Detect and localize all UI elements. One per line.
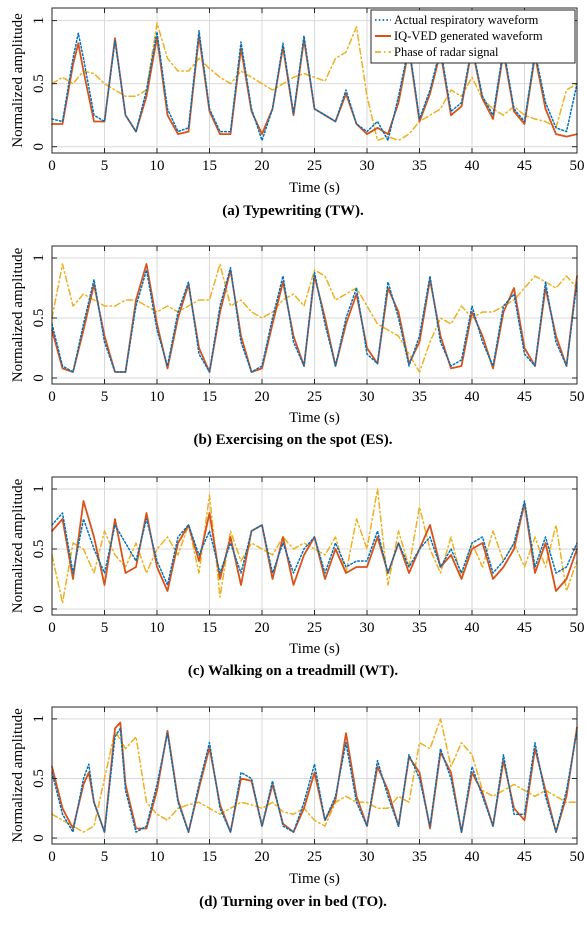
- x-tick-label: 25: [307, 620, 322, 636]
- x-tick-label: 45: [517, 849, 532, 865]
- x-tick-label: 5: [101, 389, 109, 405]
- series-line-dotted: [51, 727, 578, 833]
- series-line-solid: [51, 721, 578, 833]
- x-tick-label: 35: [412, 849, 427, 865]
- x-axis-label: Time (s): [289, 410, 340, 426]
- x-tick-label: 30: [360, 849, 375, 865]
- panel-caption: (d) Turning over in bed (TO).: [199, 894, 387, 910]
- x-tick-label: 25: [307, 389, 322, 405]
- y-tick-label: 0: [31, 605, 47, 613]
- x-tick-label: 15: [202, 849, 217, 865]
- x-tick-label: 0: [48, 158, 56, 174]
- x-tick-label: 35: [412, 620, 427, 636]
- x-tick-label: 0: [48, 389, 56, 405]
- x-tick-label: 45: [517, 620, 532, 636]
- x-tick-label: 10: [150, 849, 165, 865]
- y-tick-label: 0: [31, 374, 47, 382]
- legend-label: Actual respiratory waveform: [394, 13, 539, 27]
- x-tick-label: 40: [465, 389, 480, 405]
- x-tick-label: 30: [360, 158, 375, 174]
- y-tick-label: 1: [31, 485, 47, 493]
- x-tick-label: 5: [101, 620, 109, 636]
- y-tick-label: 0: [31, 143, 47, 151]
- y-tick-label: 1: [31, 254, 47, 262]
- legend-label: IQ-VED generated waveform: [394, 29, 543, 43]
- x-tick-label: 20: [255, 158, 270, 174]
- legend-label: Phase of radar signal: [394, 45, 499, 59]
- x-tick-label: 15: [202, 389, 217, 405]
- legend: Actual respiratory waveform IQ-VED genera…: [370, 9, 576, 64]
- x-tick-label: 50: [570, 389, 585, 405]
- x-tick-label: 25: [307, 158, 322, 174]
- x-tick-label: 50: [570, 849, 585, 865]
- series-line-dotted: [51, 266, 578, 373]
- series-line-dashdot: [51, 718, 578, 833]
- x-tick-label: 40: [465, 158, 480, 174]
- x-tick-label: 15: [202, 620, 217, 636]
- panel-b: [51, 245, 578, 385]
- x-tick-label: 45: [517, 389, 532, 405]
- x-tick-label: 25: [307, 849, 322, 865]
- x-tick-label: 0: [48, 849, 56, 865]
- y-tick-label: 0: [31, 834, 47, 842]
- panel-a: Actual respiratory waveform IQ-VED genera…: [51, 7, 578, 154]
- series-line-dashdot: [51, 22, 578, 142]
- legend-box: [370, 9, 576, 64]
- x-axis-label: Time (s): [289, 180, 340, 196]
- x-tick-label: 50: [570, 620, 585, 636]
- x-tick-label: 35: [412, 158, 427, 174]
- x-tick-label: 0: [48, 620, 56, 636]
- panel-caption: (b) Exercising on the spot (ES).: [194, 432, 393, 448]
- x-tick-label: 20: [255, 620, 270, 636]
- x-axis-label: Time (s): [289, 871, 340, 887]
- x-tick-label: 35: [412, 389, 427, 405]
- y-axis-label: Normalized amplitude: [10, 247, 26, 382]
- y-axis-label: Normalized amplitude: [10, 478, 26, 613]
- panel-caption: (a) Typewriting (TW).: [222, 203, 364, 219]
- x-tick-label: 30: [360, 389, 375, 405]
- panel-d: [51, 706, 578, 845]
- series-line-dotted: [51, 500, 578, 586]
- x-tick-label: 30: [360, 620, 375, 636]
- panel-caption: (c) Walking on a treadmill (WT).: [188, 663, 399, 679]
- y-tick-label: 0.5: [31, 769, 47, 788]
- y-axis-label: Normalized amplitude: [10, 13, 26, 148]
- x-tick-label: 20: [255, 389, 270, 405]
- x-tick-label: 50: [570, 158, 585, 174]
- x-tick-label: 10: [150, 158, 165, 174]
- x-axis-label: Time (s): [289, 641, 340, 657]
- y-tick-label: 0.5: [31, 74, 47, 93]
- series-line-dashdot: [51, 263, 578, 373]
- x-tick-label: 45: [517, 158, 532, 174]
- x-tick-label: 10: [150, 620, 165, 636]
- y-tick-label: 0.5: [31, 309, 47, 328]
- x-tick-label: 40: [465, 620, 480, 636]
- series-line-dotted: [51, 29, 578, 142]
- x-tick-label: 5: [101, 158, 109, 174]
- y-tick-label: 0.5: [31, 540, 47, 559]
- x-tick-label: 20: [255, 849, 270, 865]
- x-tick-label: 10: [150, 389, 165, 405]
- x-tick-label: 15: [202, 158, 217, 174]
- x-tick-label: 5: [101, 849, 109, 865]
- y-axis-label: Normalized amplitude: [10, 708, 26, 843]
- panel-c: [51, 476, 578, 616]
- x-tick-label: 40: [465, 849, 480, 865]
- y-tick-label: 1: [31, 715, 47, 723]
- y-tick-label: 1: [31, 17, 47, 25]
